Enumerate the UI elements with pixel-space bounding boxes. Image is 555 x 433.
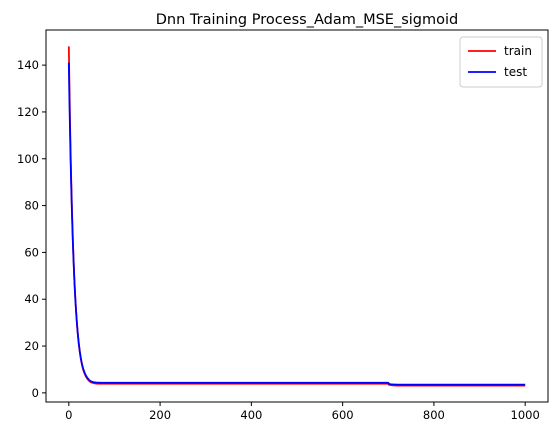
y-tick-label: 80 — [24, 199, 39, 213]
x-tick-label: 200 — [149, 408, 171, 422]
x-tick-label: 600 — [332, 408, 354, 422]
x-axis: 0 200 400 600 800 1000 — [65, 402, 540, 422]
series-line-train — [67, 46, 526, 387]
y-tick-label: 60 — [24, 245, 39, 259]
legend-box — [459, 36, 543, 88]
y-tick-label: 20 — [24, 339, 39, 353]
x-tick-label: 400 — [240, 408, 262, 422]
y-tick-label: 0 — [32, 386, 39, 400]
plot-frame — [45, 29, 549, 403]
x-tick-label: 800 — [423, 408, 445, 422]
series-layer — [67, 46, 526, 387]
legend-label-train: train — [504, 44, 532, 58]
legend: train test — [459, 36, 543, 88]
y-tick-label: 140 — [17, 58, 39, 72]
y-tick-label: 120 — [17, 105, 39, 119]
y-tick-label: 40 — [24, 292, 39, 306]
x-tick-label: 1000 — [511, 408, 540, 422]
legend-label-test: test — [504, 65, 527, 79]
x-tick-label: 0 — [65, 408, 72, 422]
y-axis: 0 20 40 60 80 100 120 140 — [17, 58, 46, 400]
chart-title: Dnn Training Process_Adam_MSE_sigmoid — [156, 12, 459, 28]
y-tick-label: 100 — [17, 152, 39, 166]
series-line-test — [67, 62, 526, 386]
